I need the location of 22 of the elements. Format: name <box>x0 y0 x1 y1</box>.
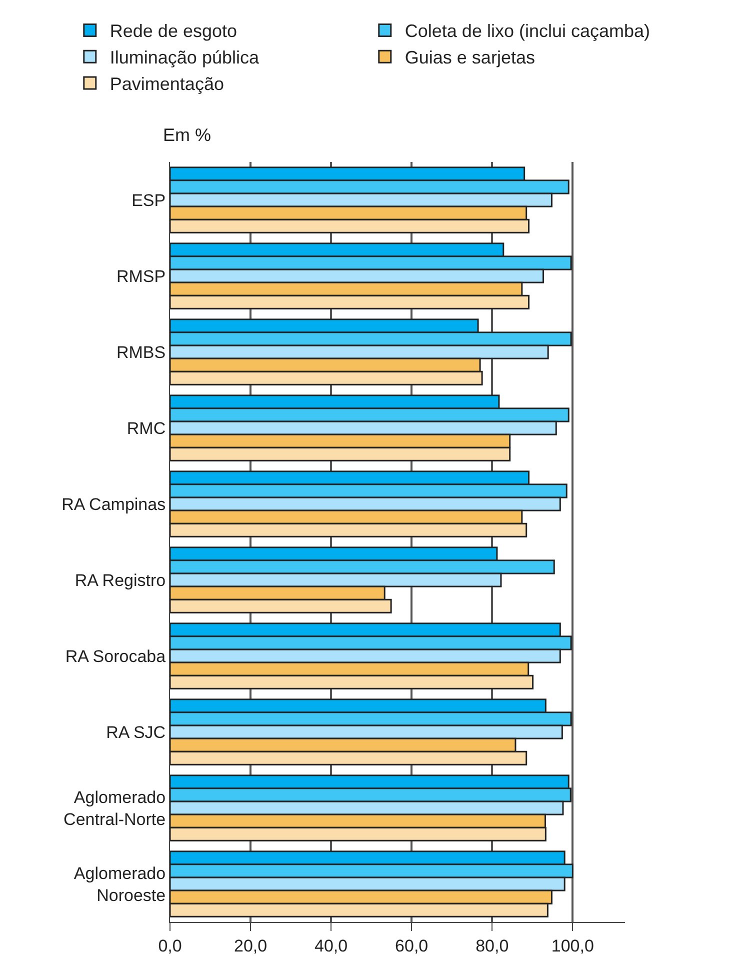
legend-label: Coleta de lixo (inclui caçamba) <box>404 21 650 42</box>
x-tick-label: 40,0 <box>314 936 348 956</box>
y-tick-label: RA Registro <box>74 570 166 590</box>
y-tick-label: RMSP <box>116 266 166 286</box>
legend-label: Rede de esgoto <box>110 21 238 42</box>
y-tick-label: Aglomerado Noroeste <box>74 864 166 905</box>
y-tick-label: RA Sorocaba <box>65 646 166 666</box>
x-tick-label: 0,0 <box>158 936 182 956</box>
x-tick-label: 60,0 <box>395 936 428 956</box>
x-tick-label: 20,0 <box>234 936 268 956</box>
legend-label: Guias e sarjetas <box>404 48 535 68</box>
y-tick-label: Aglomerado Central-Norte <box>64 788 166 829</box>
y-tick-label: RMBS <box>116 342 166 362</box>
y-axis-title: Em % <box>163 125 212 145</box>
y-tick-label: RA SJC <box>106 722 166 742</box>
legend-label: Iluminação pública <box>110 48 260 68</box>
x-tick-label: 100,0 <box>551 936 594 956</box>
y-tick-label: RA Campinas <box>62 494 166 514</box>
x-tick-label: 80,0 <box>476 936 509 956</box>
legend-label: Pavimentação <box>110 74 224 94</box>
y-tick-label: RMC <box>126 418 166 438</box>
y-tick-label: ESP <box>132 190 166 210</box>
